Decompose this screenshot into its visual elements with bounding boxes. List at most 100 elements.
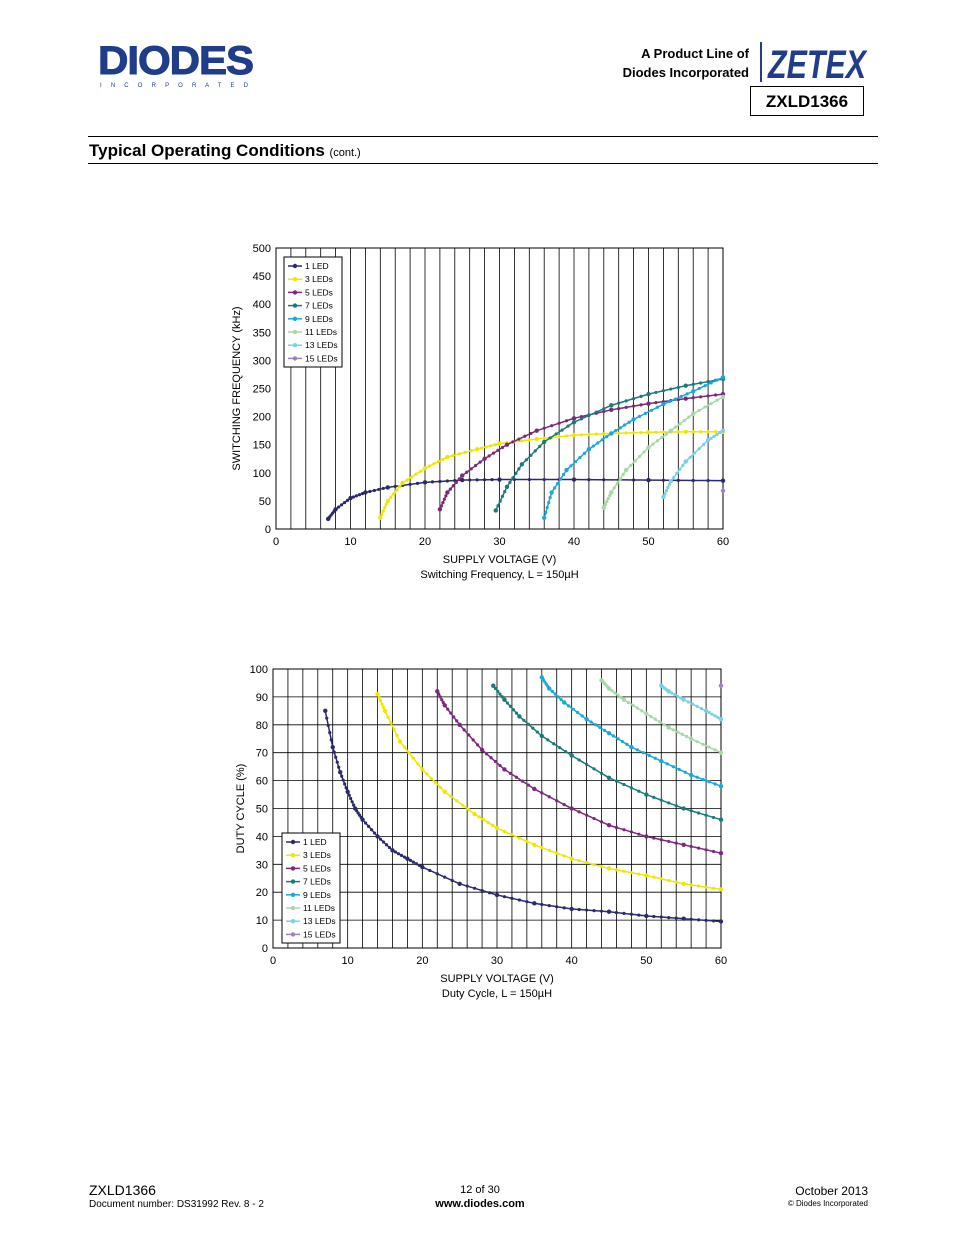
data-marker (372, 831, 377, 835)
data-marker (691, 382, 695, 386)
data-point (688, 736, 694, 741)
data-marker (463, 450, 467, 454)
data-marker (542, 477, 546, 482)
data-point (646, 477, 651, 483)
data-point (460, 473, 465, 478)
data-marker (443, 875, 447, 879)
data-marker (523, 434, 527, 438)
data-point (333, 507, 338, 512)
data-point (720, 478, 726, 483)
data-marker (631, 703, 635, 707)
data-marker (632, 397, 636, 401)
data-point (609, 407, 614, 413)
data-point (646, 430, 651, 435)
data-marker (652, 836, 656, 840)
data-marker (378, 699, 383, 703)
data-point (659, 683, 664, 688)
data-marker (635, 706, 639, 710)
data-point (504, 484, 510, 490)
data-marker (580, 714, 584, 718)
data-marker (352, 803, 356, 807)
data-marker (392, 727, 396, 731)
data-marker (697, 811, 701, 815)
product-line-2: Diodes Incorporated (622, 65, 749, 80)
data-marker (658, 720, 662, 724)
data-marker (697, 846, 701, 850)
y-tick-label: 0 (262, 943, 268, 955)
data-point (504, 442, 510, 447)
data-marker (514, 471, 518, 475)
data-marker (599, 909, 604, 913)
legend-entry: 11 LEDs (303, 903, 335, 913)
data-marker (697, 386, 701, 391)
data-marker (487, 891, 492, 895)
data-marker (417, 863, 421, 868)
x-axis-label: SUPPLY VOLTAGE (V) (440, 973, 554, 985)
data-marker (662, 723, 666, 727)
data-marker (682, 418, 686, 423)
data-point (718, 683, 724, 688)
data-marker (701, 742, 705, 746)
data-marker (649, 408, 654, 412)
data-marker (326, 723, 330, 727)
data-marker (557, 435, 561, 439)
data-point (385, 485, 390, 490)
footer-website-link[interactable]: www.diodes.com (435, 1198, 525, 1210)
data-marker (676, 478, 680, 482)
legend-marker (290, 839, 296, 845)
data-marker (602, 478, 606, 482)
data-marker (637, 789, 641, 793)
data-marker (377, 695, 381, 700)
data-marker (540, 902, 544, 907)
diodes-logo: DIODES I N C O R P O R A T E D (98, 40, 255, 89)
data-marker (471, 738, 475, 742)
data-point (569, 753, 574, 758)
data-point (422, 480, 428, 485)
data-marker (713, 714, 717, 718)
data-marker (564, 434, 569, 438)
data-marker (525, 900, 529, 904)
data-marker (592, 862, 596, 867)
y-tick-label: 20 (256, 887, 268, 899)
data-marker (674, 916, 678, 920)
data-point (646, 445, 651, 450)
data-marker (448, 487, 452, 491)
footer-document-number: Document number: DS31992 Rev. 8 - 2 (89, 1199, 264, 1210)
data-marker (393, 484, 397, 489)
data-point (479, 747, 485, 753)
data-marker (598, 725, 602, 730)
series-7-leds (491, 683, 724, 822)
data-marker (669, 387, 673, 391)
legend-entry: 11 LEDs (305, 327, 337, 337)
data-marker (675, 471, 679, 475)
series-3-leds (378, 429, 726, 520)
data-marker (637, 414, 642, 418)
data-marker (713, 748, 717, 752)
data-marker (451, 484, 455, 488)
data-marker (384, 502, 388, 506)
data-marker (335, 760, 339, 764)
data-marker (500, 445, 505, 450)
data-marker (329, 738, 333, 742)
data-marker (585, 813, 589, 817)
data-point (718, 850, 724, 856)
data-marker (558, 746, 562, 750)
data-point (363, 490, 368, 495)
data-marker (670, 691, 674, 695)
series-13-leds (659, 683, 724, 722)
data-marker (618, 477, 622, 481)
data-marker (517, 467, 521, 471)
data-marker (576, 710, 580, 715)
data-marker (676, 430, 680, 434)
data-marker (707, 780, 711, 784)
legend-entry: 5 LEDs (305, 287, 333, 297)
data-marker (432, 462, 436, 466)
data-point (472, 811, 477, 817)
data-point (666, 689, 671, 694)
data-marker (699, 430, 703, 434)
data-marker (635, 748, 639, 752)
data-marker (704, 848, 708, 852)
data-marker (614, 825, 619, 830)
data-point (442, 703, 447, 708)
data-marker (451, 453, 455, 458)
